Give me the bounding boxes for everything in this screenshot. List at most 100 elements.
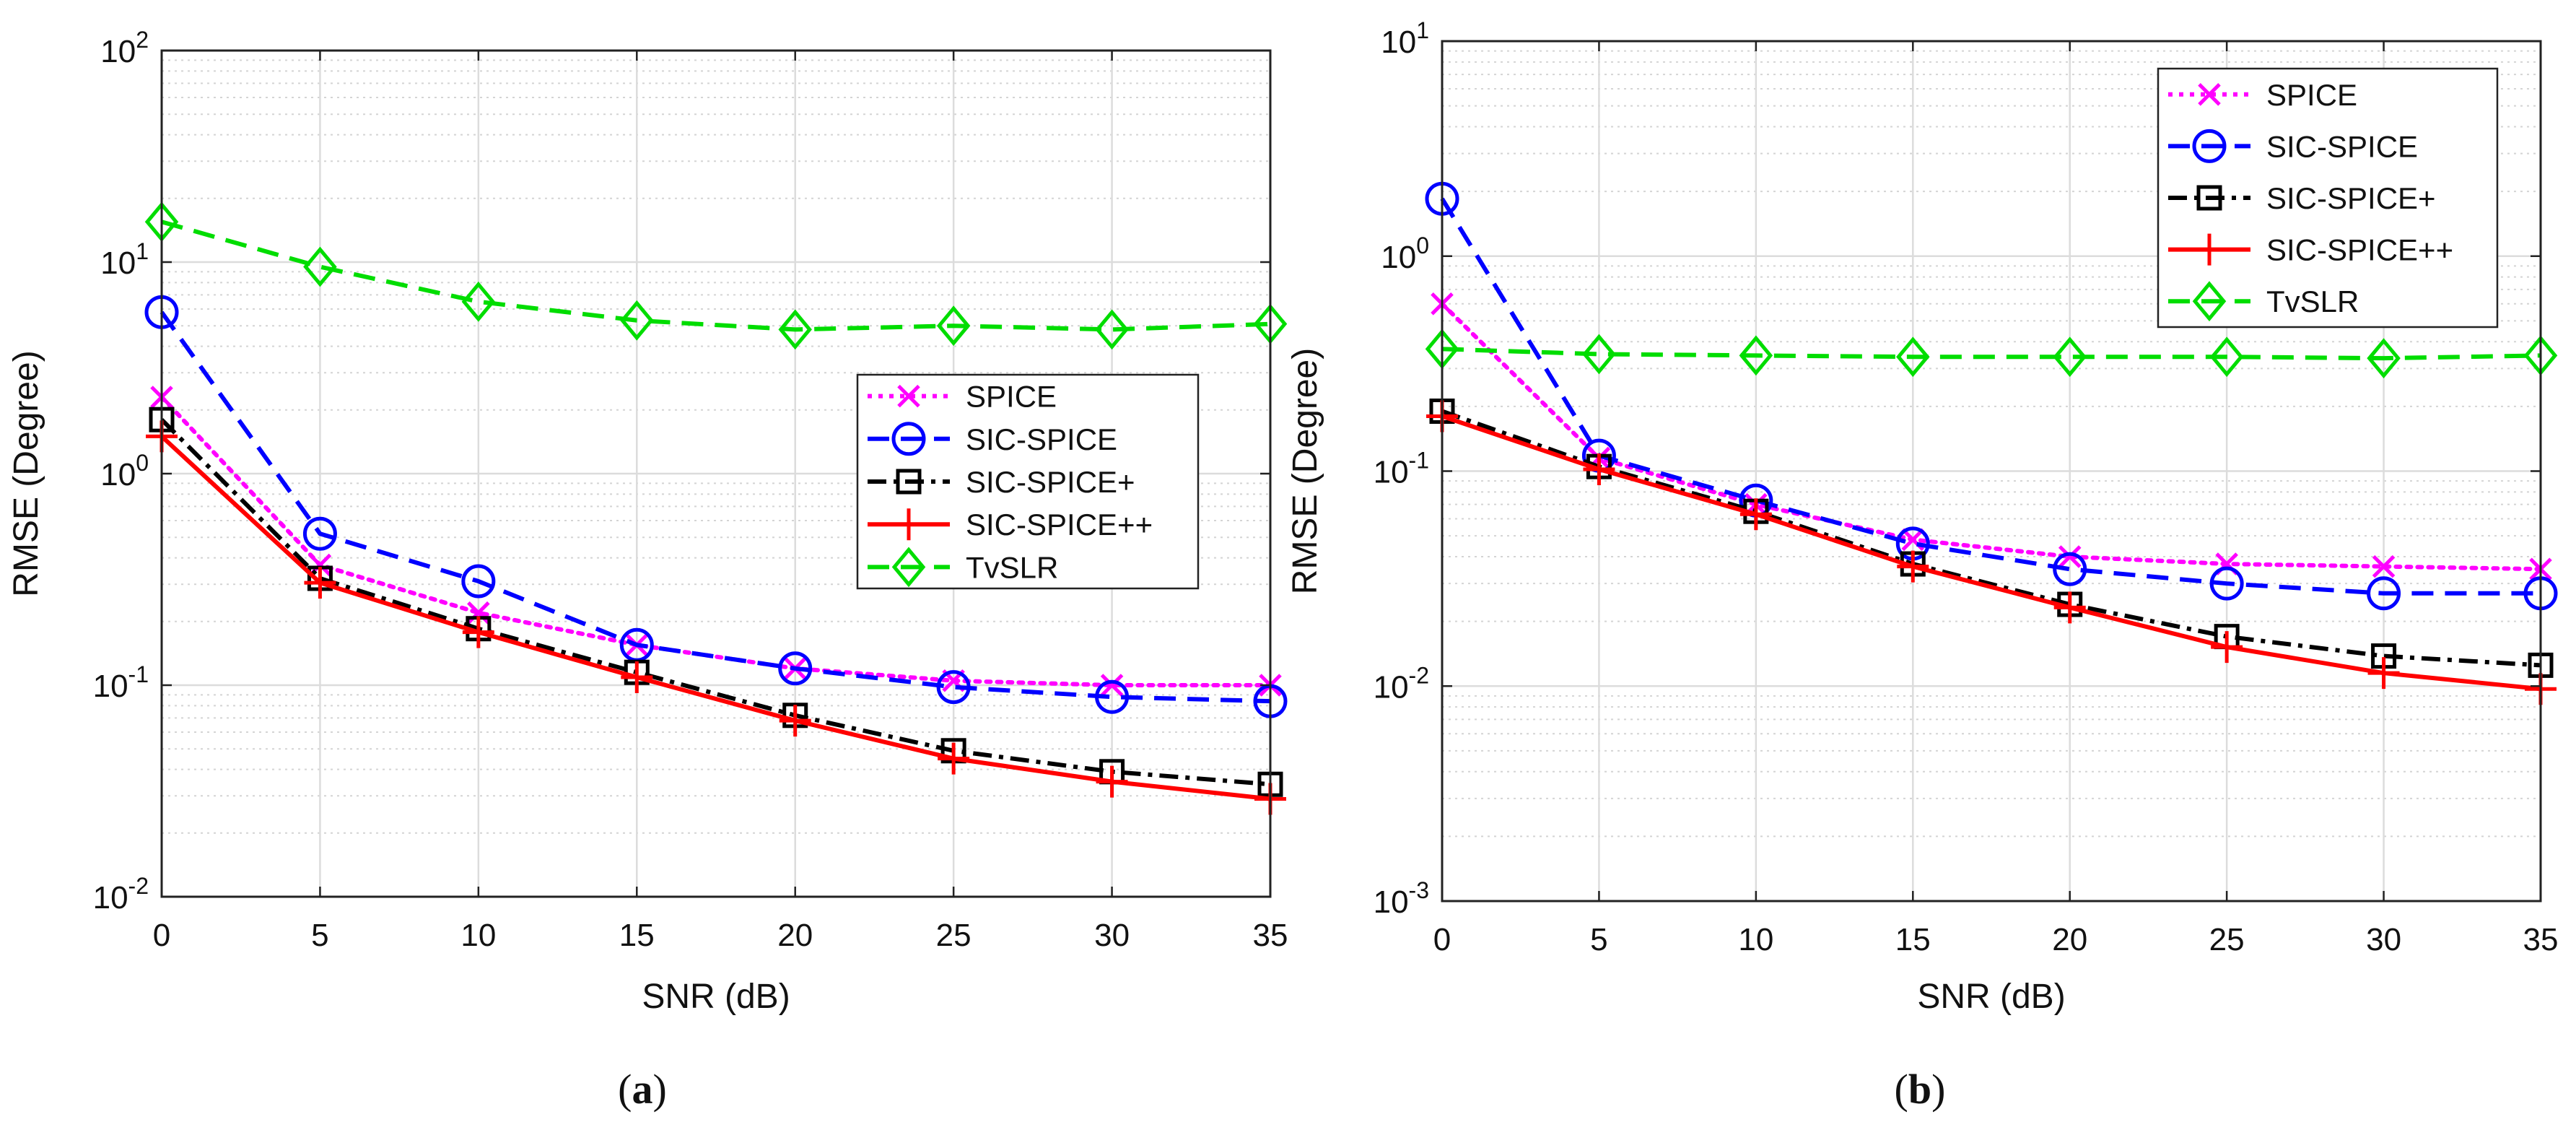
data-point <box>2192 129 2227 163</box>
legend-label: SIC-SPICE++ <box>966 508 1153 542</box>
data-point <box>303 246 337 287</box>
data-point <box>1582 334 1616 375</box>
legend-label: SIC-SPICE++ <box>2266 233 2453 267</box>
data-point <box>2196 185 2222 211</box>
legend: SPICE SIC-SPICE SIC-SPICE+ SIC-SPICE++ TvSLR <box>2157 67 2499 329</box>
data-point <box>462 616 494 648</box>
series-line <box>1440 197 2541 596</box>
data-point <box>1739 335 1773 376</box>
data-point <box>891 547 926 588</box>
x-tick-label: 20 <box>777 918 813 953</box>
series-line <box>160 310 1271 704</box>
data-point <box>1583 453 1615 485</box>
data-point <box>461 564 496 599</box>
y-tick-label: 100 <box>100 450 149 492</box>
y-axis-title: RMSE (Degree) <box>1286 348 1324 594</box>
x-tick-label: 15 <box>1895 922 1931 957</box>
data-point <box>936 305 971 347</box>
legend-label: SPICE <box>2266 78 2357 112</box>
data-point <box>620 300 654 341</box>
data-point <box>304 567 336 599</box>
series-line <box>1441 347 2541 361</box>
data-point <box>2367 338 2401 379</box>
legend-label: TvSLR <box>2266 284 2359 318</box>
y-tick-label: 10-1 <box>1374 448 1429 490</box>
data-point <box>2193 233 2225 266</box>
data-point <box>2053 552 2087 586</box>
data-point <box>938 742 970 775</box>
series-line <box>1441 409 2541 668</box>
x-tick-label: 0 <box>153 918 170 953</box>
series-line <box>160 418 1271 787</box>
y-tick-label: 10-3 <box>1374 877 1429 920</box>
chart-panel-b: 0 5 10 15 20 25 30 35 10-3 10-2 10-1 100 101 SNR (dB)… <box>1286 17 2558 1113</box>
data-point <box>891 422 926 456</box>
x-tick-label: 15 <box>619 918 655 953</box>
chart-panel-a: 0 5 10 15 20 25 30 35 10-2 10-1 100 101 102 SNR (dB) R… <box>7 27 1288 1113</box>
data-point <box>1100 674 1124 697</box>
x-tick-label: 35 <box>2523 922 2559 957</box>
data-point <box>302 516 337 551</box>
series-line <box>160 435 1271 801</box>
data-point <box>2053 336 2087 378</box>
x-tick-label: 30 <box>2366 922 2401 957</box>
data-point <box>621 661 653 694</box>
x-axis-title: SNR (dB) <box>642 978 790 1016</box>
data-point <box>936 670 971 705</box>
x-tick-label: 10 <box>460 918 496 953</box>
y-tick-label: 101 <box>100 238 149 281</box>
legend-label: SIC-SPICE+ <box>2266 181 2436 215</box>
series-line <box>161 219 1271 332</box>
data-point <box>1897 550 1929 583</box>
x-tick-label: 5 <box>1590 922 1607 957</box>
series-sic-spiceplusplus <box>1426 400 2557 705</box>
legend-label: SIC-SPICE+ <box>966 465 1135 499</box>
x-tick-label: 30 <box>1094 918 1130 953</box>
data-point <box>893 508 925 541</box>
x-tick-label: 5 <box>311 918 328 953</box>
data-point <box>2192 281 2227 322</box>
y-tick-label: 101 <box>1381 17 1429 60</box>
data-point <box>896 469 922 495</box>
y-tick-label: 10-2 <box>1374 662 1429 705</box>
data-point <box>1739 498 1772 531</box>
y-tick-label: 10-2 <box>93 873 149 916</box>
data-point <box>2367 576 2401 611</box>
data-point <box>778 651 813 686</box>
series-line <box>1441 414 2541 692</box>
data-point <box>2053 591 2086 624</box>
data-point <box>779 705 811 737</box>
x-axis-title: SNR (dB) <box>1917 978 2065 1016</box>
legend-label: SIC-SPICE <box>966 422 1117 456</box>
legend-label: SIC-SPICE <box>2266 129 2418 163</box>
y-axis-title: RMSE (Degree) <box>7 350 45 596</box>
x-tick-label: 20 <box>2052 922 2087 957</box>
data-point <box>2198 83 2221 106</box>
legend-label: SPICE <box>966 380 1057 414</box>
data-point <box>1096 765 1128 798</box>
panel-caption: (a) <box>618 1066 667 1113</box>
legend-label: TvSLR <box>966 550 1058 584</box>
series-tvslr <box>144 201 1288 350</box>
data-point <box>2367 657 2400 690</box>
data-point <box>2058 545 2082 568</box>
data-point <box>1896 336 1930 378</box>
x-tick-label: 10 <box>1738 922 1773 957</box>
data-point <box>2209 336 2244 378</box>
x-tick-label: 0 <box>1433 922 1451 957</box>
series-line <box>1440 301 2543 572</box>
x-tick-label: 25 <box>2209 922 2245 957</box>
data-point <box>778 309 812 350</box>
data-point <box>2211 631 2243 664</box>
legend: SPICE SIC-SPICE SIC-SPICE+ SIC-SPICE++ TvSLR <box>856 373 1200 590</box>
x-tick-label: 25 <box>936 918 972 953</box>
data-point <box>1095 679 1130 714</box>
legend-box <box>856 373 1200 590</box>
y-tick-label: 102 <box>100 27 149 69</box>
data-point <box>1095 309 1129 350</box>
data-point <box>2372 555 2396 578</box>
y-tick-label: 100 <box>1381 232 1429 275</box>
data-point <box>461 281 496 322</box>
x-tick-label: 35 <box>1253 918 1288 953</box>
